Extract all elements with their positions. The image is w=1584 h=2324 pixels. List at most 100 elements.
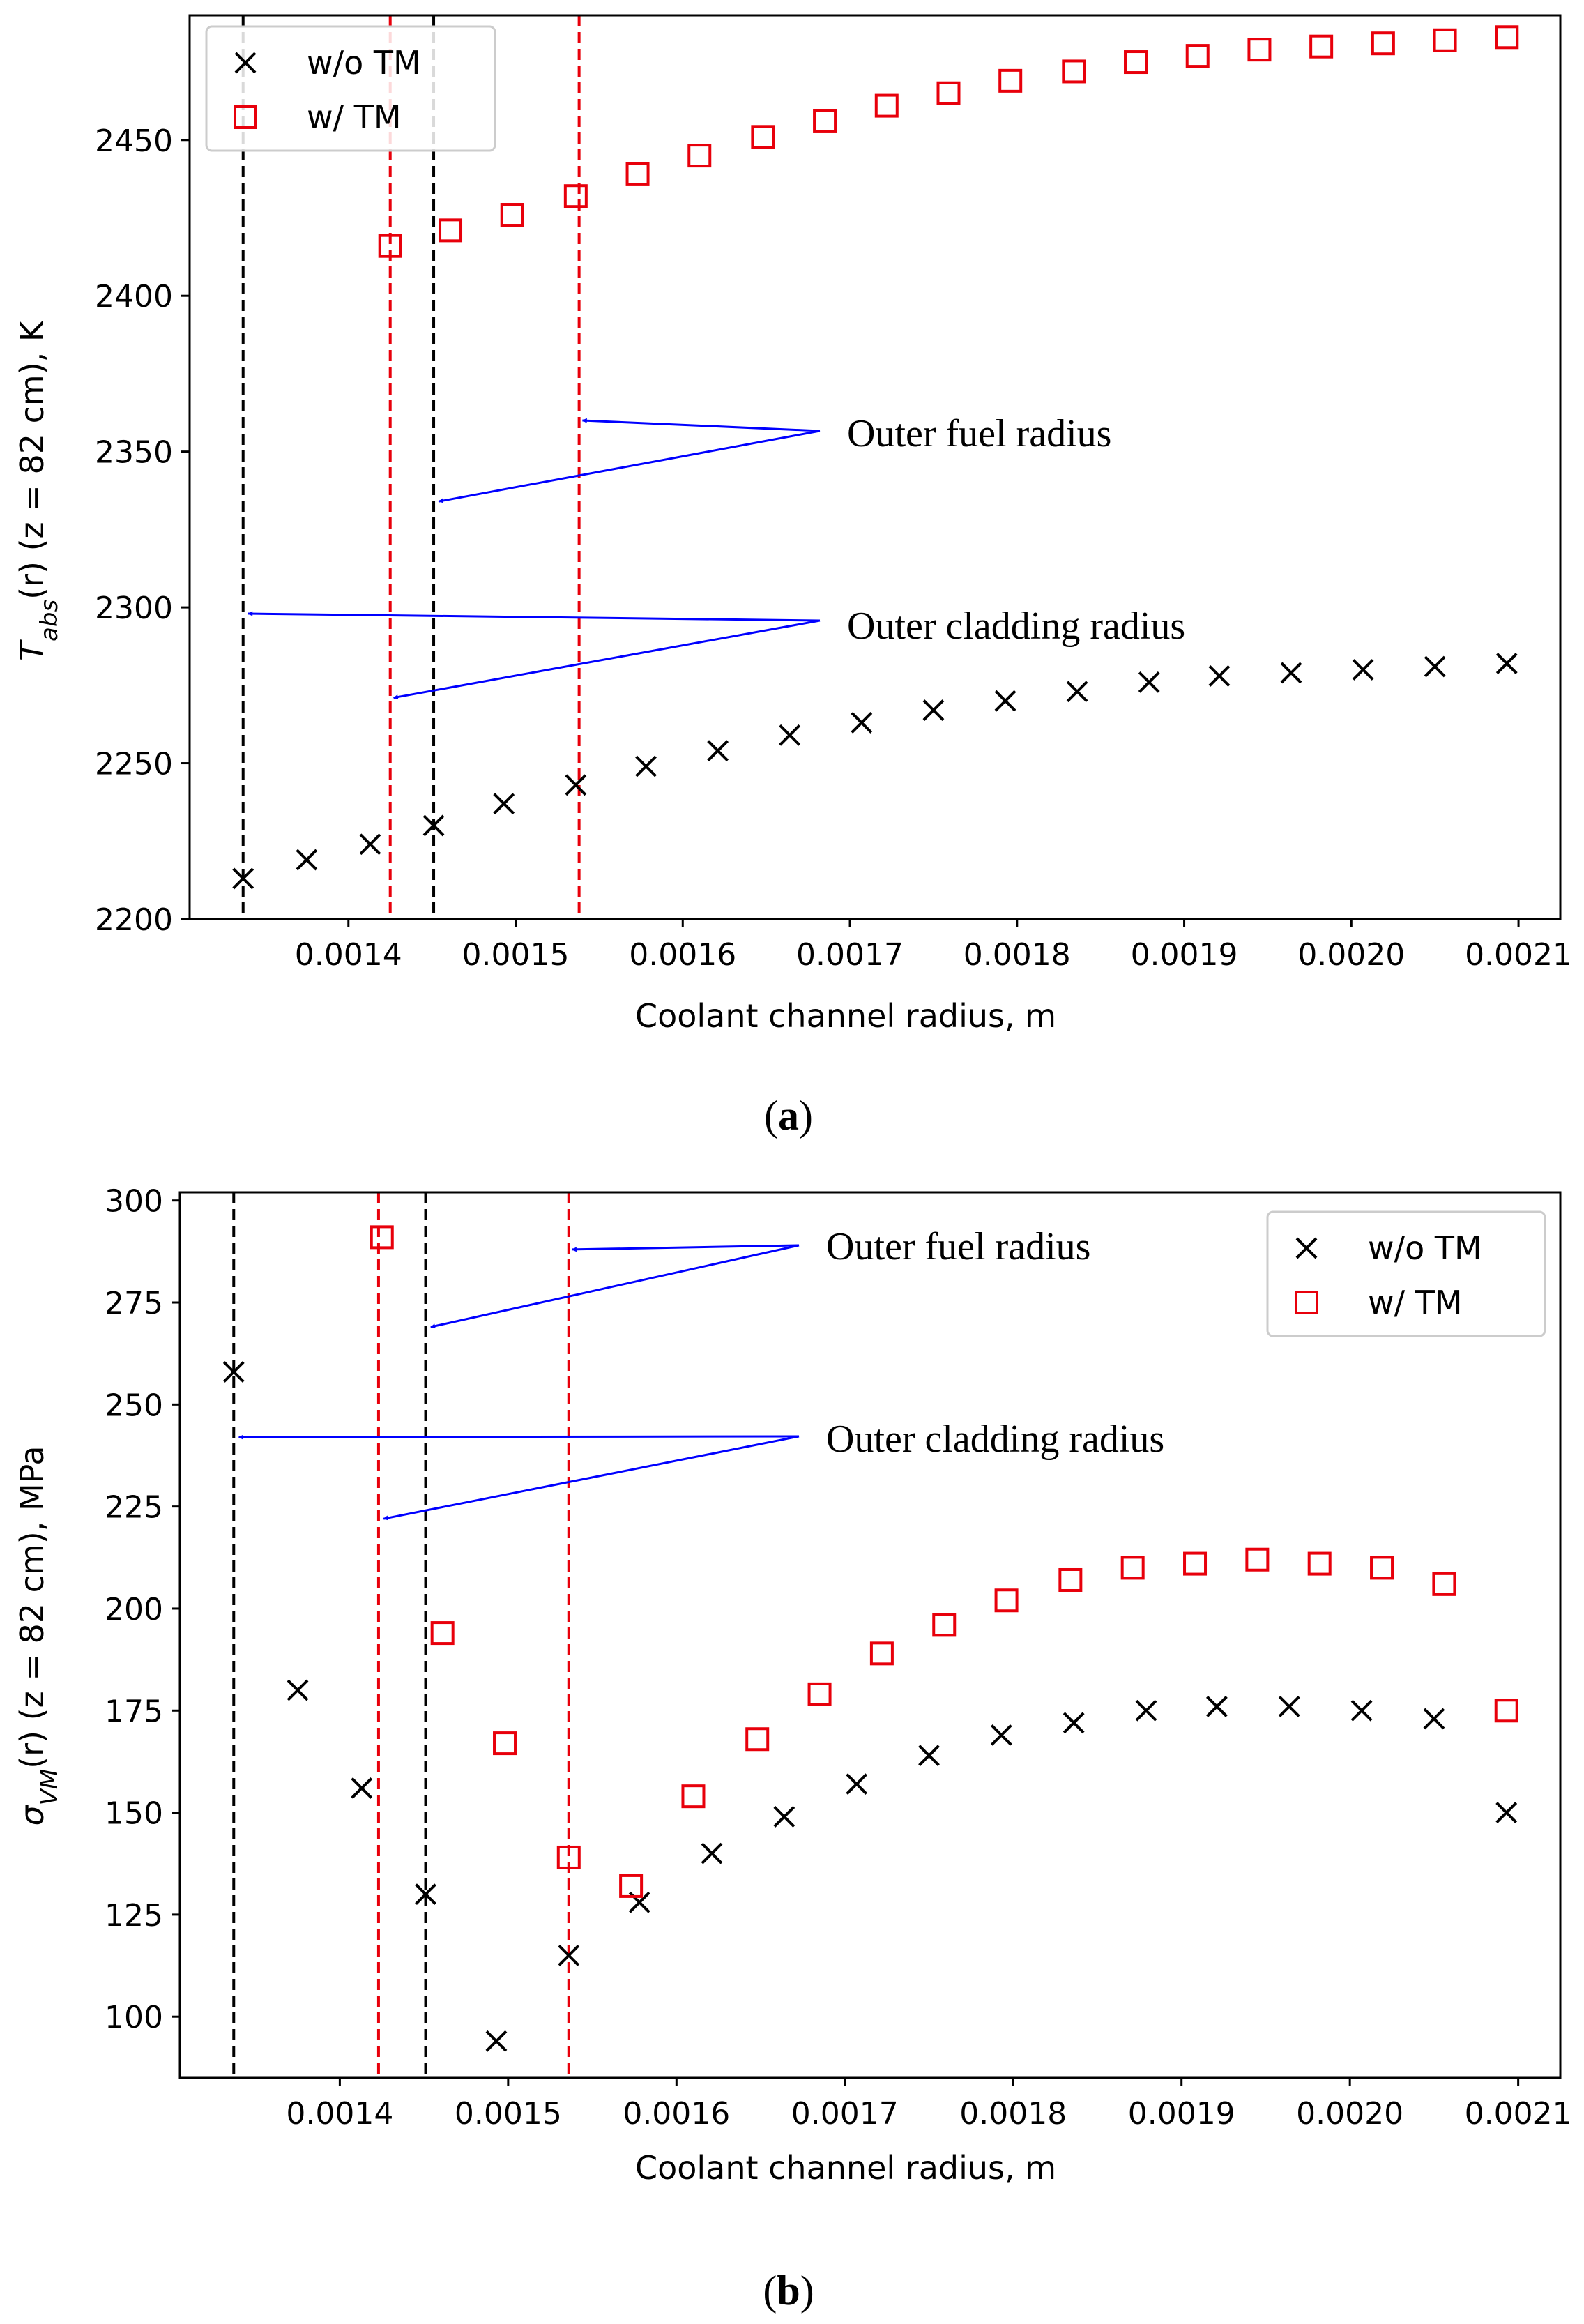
legend-box-a xyxy=(205,25,496,152)
x-axis-label-a: Coolant channel radius, m xyxy=(635,997,1056,1035)
y-tick-label-b: 125 xyxy=(105,1898,163,1934)
data-point-w-tm-b xyxy=(1058,1567,1083,1592)
plot-area-a: 0.0014 0.0015 0.0016 0.0017 0.0018 0.0019 0.00… xyxy=(95,14,1572,973)
data-point-wo-tm-b xyxy=(415,1883,436,1906)
data-point-w-tm-b xyxy=(1494,1699,1518,1723)
data-point-wo-tm-a xyxy=(1352,659,1374,681)
data-point-wo-tm-b xyxy=(990,1724,1012,1746)
data-point-wo-tm-a xyxy=(635,755,657,777)
y-tick-label-b: 100 xyxy=(105,2000,163,2035)
y-axis-label-b: σVM(r) (z = 82 cm), MPa xyxy=(13,1445,63,1825)
data-point-w-tm-b xyxy=(1432,1572,1456,1596)
legend-marker-wo-tm-b xyxy=(1295,1237,1318,1259)
plot-area-b: 0.0014 0.0015 0.0016 0.0017 0.0018 0.0019 0.00… xyxy=(105,1184,1572,2132)
data-point-w-tm-a xyxy=(687,144,712,168)
y-tick-label-b: 275 xyxy=(105,1286,163,1321)
data-point-wo-tm-b xyxy=(1423,1708,1445,1730)
data-point-wo-tm-a xyxy=(707,740,729,762)
data-point-wo-tm-b xyxy=(1278,1696,1300,1717)
data-point-wo-tm-b xyxy=(773,1806,795,1828)
panel-label-a: (a) xyxy=(764,1093,813,1139)
data-point-wo-tm-a xyxy=(1138,671,1160,693)
data-point-wo-tm-b xyxy=(1135,1699,1157,1722)
data-point-wo-tm-a xyxy=(779,724,801,746)
y-tick-label-a: 2200 xyxy=(95,902,173,938)
data-point-wo-tm-a xyxy=(851,712,873,734)
data-point-w-tm-b xyxy=(1245,1547,1270,1572)
data-point-w-tm-b xyxy=(556,1845,581,1869)
data-point-wo-tm-b xyxy=(287,1679,309,1701)
data-point-w-tm-a xyxy=(874,93,899,118)
y-tick-label-b: 225 xyxy=(105,1490,163,1526)
data-point-w-tm-b xyxy=(932,1613,957,1637)
annotation-arrow-a xyxy=(581,418,821,432)
data-point-w-tm-b xyxy=(619,1874,644,1898)
data-point-wo-tm-a xyxy=(296,849,318,871)
x-tick-label-a: 0.0014 xyxy=(295,937,402,973)
annotation-text-a: Outer fuel radius xyxy=(847,412,1111,455)
y-tick-label-a: 2400 xyxy=(95,279,173,314)
y-tick-label-a: 2350 xyxy=(95,435,173,471)
legend-marker-w-tm-b xyxy=(1295,1291,1318,1314)
y-tick-label-b: 150 xyxy=(105,1796,163,1832)
x-tick-label-b: 0.0016 xyxy=(623,2096,730,2132)
x-tick-label-b: 0.0014 xyxy=(286,2096,393,2132)
data-point-w-tm-b xyxy=(807,1682,832,1706)
legend-marker-w-tm-a xyxy=(234,105,257,129)
data-point-w-tm-a xyxy=(813,109,837,133)
data-point-wo-tm-a xyxy=(1280,662,1302,684)
annotation-arrow-a xyxy=(438,430,821,503)
x-tick-label-a: 0.0017 xyxy=(796,937,904,973)
data-point-w-tm-a xyxy=(936,81,961,105)
panel-label-b: (b) xyxy=(763,2268,814,2314)
data-point-wo-tm-a xyxy=(1066,681,1088,703)
y-tick-label-a: 2300 xyxy=(95,591,173,626)
x-tick-label-b: 0.0017 xyxy=(791,2096,899,2132)
y-tick-label-b: 250 xyxy=(105,1388,163,1423)
y-tick-label-b: 300 xyxy=(105,1184,163,1220)
data-point-w-tm-a xyxy=(1309,34,1334,59)
data-point-w-tm-a xyxy=(1247,38,1272,62)
data-point-w-tm-a xyxy=(751,125,775,149)
chart-panel-b: 0.0014 0.0015 0.0016 0.0017 0.0018 0.0019 0.00… xyxy=(13,1184,1572,2314)
data-point-w-tm-a xyxy=(1185,44,1210,68)
annotation-arrow-b xyxy=(383,1435,800,1521)
x-tick-label-a: 0.0016 xyxy=(629,937,736,973)
x-tick-label-a: 0.0020 xyxy=(1297,937,1405,973)
data-point-w-tm-a xyxy=(500,203,524,227)
data-point-w-tm-b xyxy=(681,1784,706,1809)
data-point-w-tm-b xyxy=(1307,1551,1332,1576)
legend-box-b xyxy=(1266,1210,1546,1337)
data-point-wo-tm-b xyxy=(1205,1696,1228,1717)
data-point-wo-tm-a xyxy=(565,774,587,796)
legend-label-b: w/o TM xyxy=(1368,1229,1482,1267)
data-point-w-tm-b xyxy=(370,1225,394,1250)
x-tick-label-b: 0.0021 xyxy=(1465,2096,1572,2132)
data-point-w-tm-b xyxy=(1183,1551,1208,1576)
data-point-wo-tm-b xyxy=(485,2030,508,2052)
data-point-wo-tm-a xyxy=(1495,653,1518,674)
data-point-wo-tm-a xyxy=(232,867,254,890)
data-point-w-tm-b xyxy=(430,1621,455,1646)
data-point-wo-tm-b xyxy=(701,1842,723,1864)
data-point-w-tm-a xyxy=(1124,50,1148,75)
data-point-wo-tm-b xyxy=(918,1745,940,1767)
data-point-wo-tm-a xyxy=(493,793,515,815)
data-point-wo-tm-b xyxy=(351,1777,373,1799)
legend-label-b: w/ TM xyxy=(1368,1284,1463,1321)
data-point-wo-tm-b xyxy=(846,1773,868,1795)
data-point-wo-tm-a xyxy=(422,814,445,837)
data-point-w-tm-a xyxy=(1062,59,1086,84)
x-tick-label-b: 0.0019 xyxy=(1128,2096,1235,2132)
data-point-w-tm-a xyxy=(563,184,588,208)
x-tick-label-a: 0.0015 xyxy=(462,937,570,973)
data-point-wo-tm-b xyxy=(222,1361,245,1383)
data-point-w-tm-b xyxy=(869,1641,894,1666)
y-tick-label-a: 2250 xyxy=(95,747,173,782)
x-tick-label-a: 0.0021 xyxy=(1465,937,1572,973)
data-point-wo-tm-b xyxy=(1063,1712,1085,1734)
annotation-arrow-b xyxy=(238,1434,800,1440)
axes-frame-a xyxy=(188,14,1562,920)
data-point-wo-tm-a xyxy=(1424,655,1446,678)
